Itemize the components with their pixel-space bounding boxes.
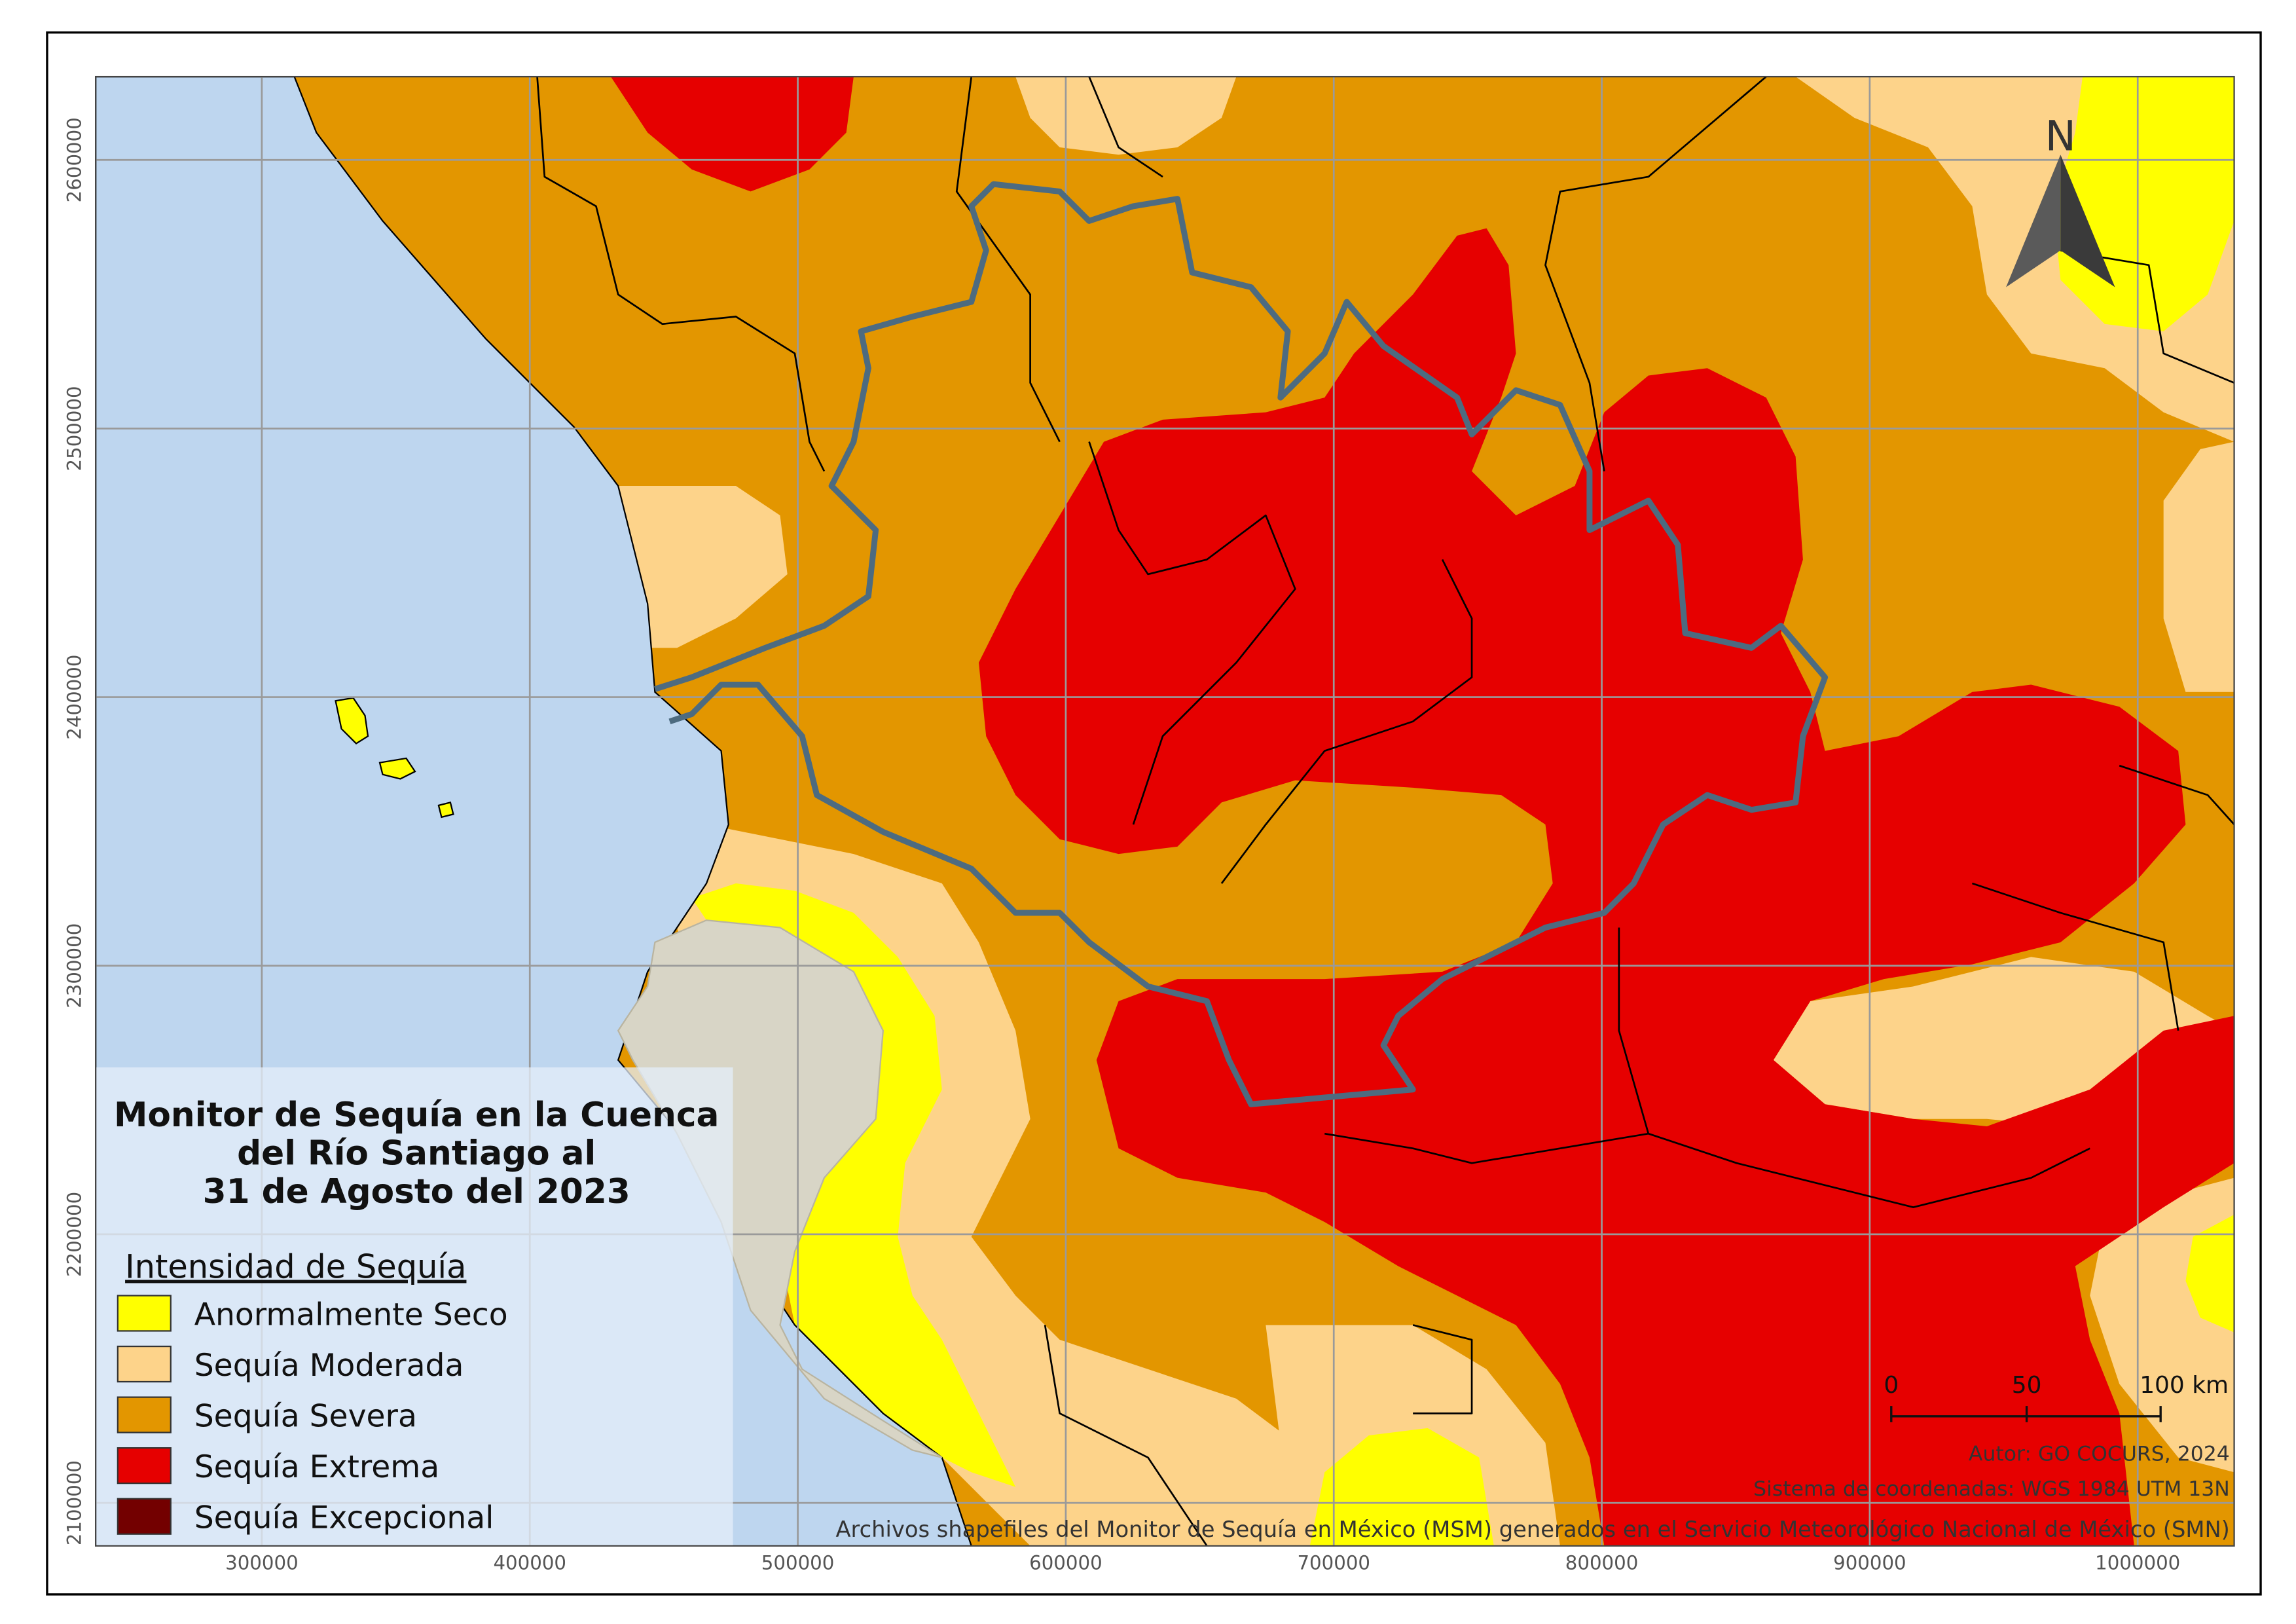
zone — [610, 77, 854, 192]
island — [378, 757, 416, 780]
border — [1544, 77, 1767, 471]
legend-title: Intensidad de Sequía — [125, 1248, 466, 1286]
scale-label: 100 km — [2140, 1372, 2229, 1399]
credit: Archivos shapefiles del Monitor de Sequí… — [835, 1517, 2229, 1542]
border — [955, 77, 1061, 443]
zone — [618, 486, 788, 648]
outer-border — [46, 31, 2262, 1596]
legend-swatch — [117, 1498, 172, 1535]
zone — [2163, 441, 2234, 692]
scale-bar: 0 50 100 km — [1884, 1372, 2229, 1422]
x-tick-label: 900000 — [1833, 1552, 1906, 1574]
border — [2060, 249, 2234, 384]
border — [1971, 882, 2179, 1031]
y-tick-label: 2600000 — [64, 117, 86, 202]
border — [1088, 77, 1163, 178]
title-line: 31 de Agosto del 2023 — [203, 1172, 630, 1211]
x-tick-label: 600000 — [1029, 1552, 1102, 1574]
title-line: del Río Santiago al — [237, 1134, 596, 1173]
y-tick-label: 2200000 — [64, 1192, 86, 1277]
state-borders — [536, 77, 2234, 1546]
zone — [1015, 77, 1237, 155]
axes: 300000 400000 500000 600000 700000 800000 9000… — [64, 117, 2181, 1574]
legend-label: Sequía Severa — [194, 1399, 417, 1435]
credit: Sistema de coordenadas: WGS 1984 UTM 13N — [1753, 1477, 2230, 1501]
border — [536, 77, 826, 472]
x-tick-label: 700000 — [1297, 1552, 1370, 1574]
scale-label: 0 — [1884, 1372, 1899, 1399]
legend-panel — [96, 1067, 733, 1546]
arrow-right — [2060, 155, 2115, 287]
legend-swatch — [117, 1295, 172, 1332]
legend-label: Anormalmente Seco — [194, 1297, 508, 1333]
legend-label: Sequía Excepcional — [194, 1500, 494, 1536]
legend-swatch — [117, 1345, 172, 1383]
border — [1324, 1132, 1649, 1164]
y-tick-label: 2500000 — [64, 386, 86, 471]
zone — [978, 228, 2234, 1546]
scale-label: 50 — [2012, 1372, 2042, 1399]
map-frame-border — [95, 75, 2235, 1547]
arrow-left — [2006, 155, 2061, 287]
zone — [691, 883, 1016, 1487]
border — [1412, 1324, 1473, 1414]
credit: Autor: GO COCURS, 2024 — [1969, 1442, 2230, 1466]
x-tick-label: 400000 — [493, 1552, 566, 1574]
border — [1044, 1325, 1208, 1546]
border — [2119, 764, 2234, 826]
border — [1220, 559, 1473, 884]
border — [1618, 927, 2090, 1208]
x-tick-label: 500000 — [761, 1552, 835, 1574]
basin-outline — [654, 181, 1829, 1107]
legend-label: Sequía Moderada — [194, 1348, 464, 1384]
border — [1088, 441, 1296, 825]
title: Monitor de Sequía en la Cuenca del Río S… — [114, 1096, 719, 1211]
legend-swatch — [117, 1396, 172, 1433]
x-tick-label: 1000000 — [2095, 1552, 2180, 1574]
north-arrow: N — [2006, 112, 2115, 287]
title-line: Monitor de Sequía en la Cuenca — [114, 1096, 719, 1135]
legend: Anormalmente Seco Sequía Moderada Sequía S… — [117, 1295, 508, 1536]
x-tick-label: 300000 — [225, 1552, 299, 1574]
y-tick-label: 2300000 — [64, 923, 86, 1008]
zone — [1309, 1428, 1494, 1546]
legend-label: Sequía Extrema — [194, 1449, 439, 1485]
y-tick-label: 2400000 — [64, 654, 86, 739]
x-tick-label: 800000 — [1565, 1552, 1639, 1574]
map-frame — [96, 77, 2234, 1546]
credits: Autor: GO COCURS, 2024 Sistema de coorde… — [835, 1442, 2229, 1542]
zone — [2185, 1214, 2234, 1333]
y-tick-label: 2100000 — [64, 1460, 86, 1545]
north-label: N — [2045, 112, 2076, 160]
drought-extreme — [610, 77, 2234, 1546]
island — [437, 802, 454, 819]
legend-swatch — [117, 1447, 172, 1485]
